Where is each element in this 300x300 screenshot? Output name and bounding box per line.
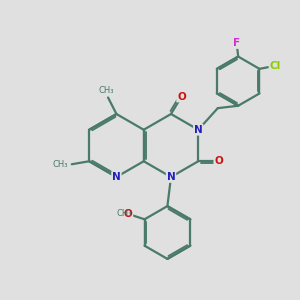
Text: O: O <box>124 209 132 219</box>
Text: CH₃: CH₃ <box>99 86 114 95</box>
Text: O: O <box>177 92 186 102</box>
Text: N: N <box>194 125 203 135</box>
Text: CH₃: CH₃ <box>117 209 132 218</box>
Text: N: N <box>112 172 121 182</box>
Text: F: F <box>233 38 240 48</box>
Text: N: N <box>167 172 176 182</box>
Text: O: O <box>214 156 223 166</box>
Text: CH₃: CH₃ <box>53 160 68 169</box>
Text: Cl: Cl <box>269 61 281 71</box>
